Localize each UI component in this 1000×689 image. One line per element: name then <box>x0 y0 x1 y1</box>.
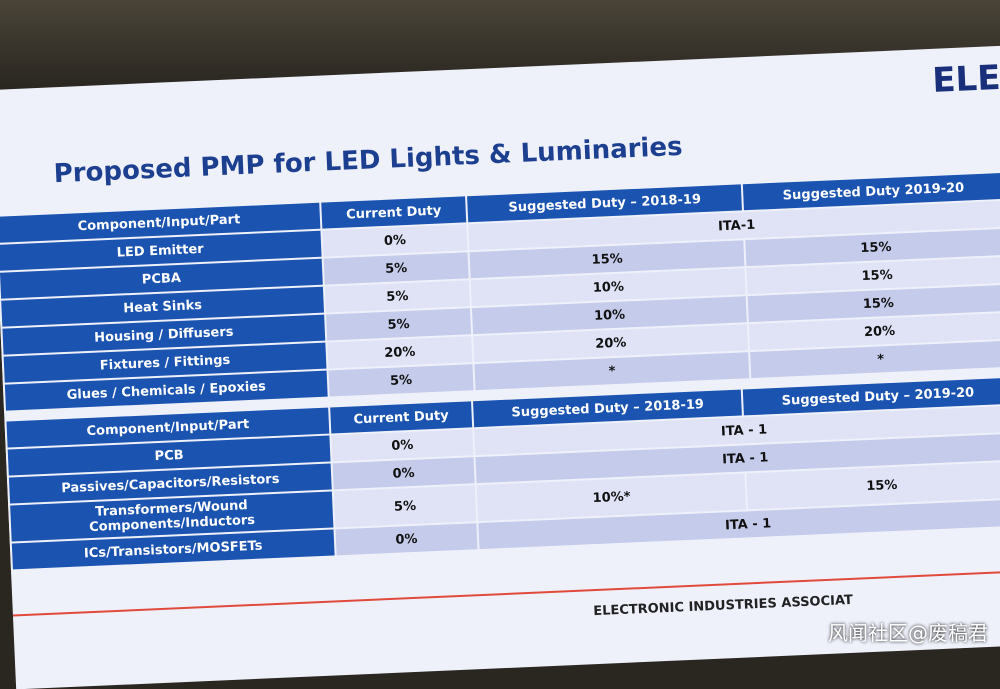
duty-cell: 5% <box>333 484 477 528</box>
watermark: 风闻社区@废稿君 <box>828 617 988 646</box>
logo: ELE <box>932 58 1000 101</box>
footer: ELECTRONIC INDUSTRIES ASSOCIAT <box>593 593 853 619</box>
slide-title: Proposed PMP for LED Lights & Luminaries <box>53 132 683 189</box>
slide: ELE Proposed PMP for LED Lights & Lumina… <box>0 45 1000 689</box>
page: ELE Proposed PMP for LED Lights & Lumina… <box>0 0 1000 658</box>
duty-cell: 5% <box>328 363 475 397</box>
duty-cell: 0% <box>334 522 478 556</box>
